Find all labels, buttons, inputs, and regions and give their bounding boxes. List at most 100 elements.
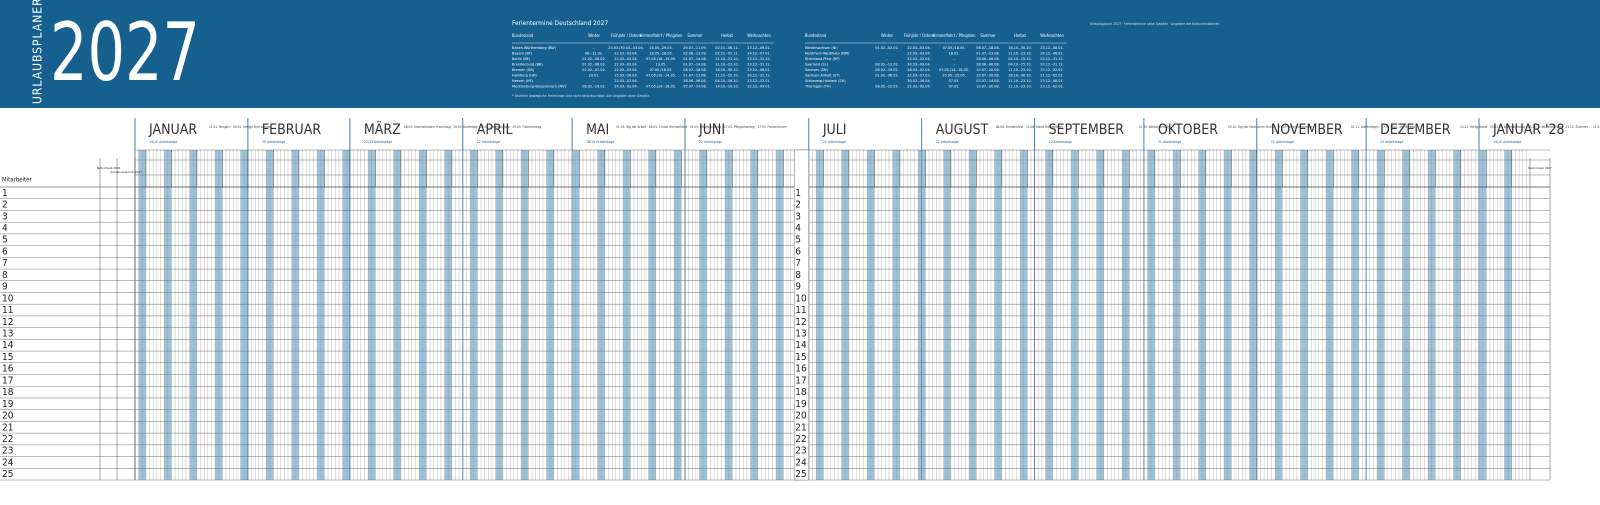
holiday-cell: – — [953, 56, 955, 61]
weekend-column — [1045, 150, 1050, 480]
month-days-note: 18/19 Arbeitstage — [586, 140, 614, 144]
row-number: 18 — [795, 387, 807, 398]
weekend-column — [896, 150, 900, 480]
holiday-cell: 30.03.–09.04. — [907, 62, 930, 67]
row-number: 25 — [795, 469, 806, 480]
row-number: 9 — [795, 282, 801, 293]
holiday-column-header: Frühjahr / Ostern — [904, 33, 934, 38]
row-number: 23 — [2, 446, 13, 457]
holiday-column-header: Winter — [588, 33, 600, 38]
holiday-cell: 01.02.–06.02. — [582, 62, 605, 67]
holiday-cell: 20.12.–31.12. — [747, 73, 770, 78]
weekend-column — [1125, 150, 1130, 480]
month-name: FEBRUAR — [262, 122, 321, 138]
weekend-column — [1198, 150, 1203, 480]
weekend-column — [626, 150, 631, 480]
weekend-column — [601, 150, 605, 480]
weekend-column — [368, 150, 372, 480]
weekend-column — [1482, 150, 1487, 480]
holiday-cell: 01.07.–14.08. — [683, 62, 706, 67]
weekend-column — [1224, 150, 1228, 480]
weekend-column — [1428, 150, 1432, 480]
holiday-cell: 04.10.–15.10. — [1008, 62, 1031, 67]
weekend-column — [1453, 150, 1458, 480]
holiday-cell: 22.03.–03.04. — [614, 51, 637, 56]
holiday-cell: 24.12.–06.01. — [1040, 51, 1063, 56]
row-number: 12 — [2, 317, 13, 328]
weekend-column — [1275, 150, 1279, 480]
month-holiday-note: 08.08. Friedensfest · 15.08. Mariä Himme… — [996, 125, 1064, 129]
holiday-cell: Niedersachsen (NI) — [805, 45, 838, 50]
weekend-column — [1351, 150, 1356, 480]
month-days-note: 19/20 Arbeitstage — [1493, 140, 1521, 144]
holiday-cell: 01.02.–02.02. — [875, 45, 898, 50]
holiday-cell: Bayern (BY) — [512, 51, 533, 56]
holiday-cell: 08.02.–19.02. — [582, 84, 605, 89]
weekend-column — [142, 150, 146, 480]
weekend-column — [750, 150, 755, 480]
month-days-note: 22 Arbeitstage — [1049, 140, 1072, 144]
row-number: 6 — [795, 246, 801, 257]
holiday-cell: 08.02.–12.02. — [875, 62, 898, 67]
weekend-column — [918, 150, 922, 480]
holiday-column-header: Bundesland — [512, 33, 533, 38]
weekend-column — [597, 150, 602, 480]
row-number: 13 — [2, 329, 13, 340]
holiday-cell: Sachsen (SN) — [805, 67, 828, 72]
month-days-note: 22 Arbeitstage — [936, 140, 959, 144]
weekend-column — [1096, 150, 1101, 480]
holiday-cell: 15.03.–26.03. — [614, 73, 637, 78]
holiday-cell: 01.07.–13.08. — [976, 51, 999, 56]
row-number: 24 — [2, 457, 14, 468]
weekend-column — [1300, 150, 1305, 480]
weekend-column — [1122, 150, 1126, 480]
weekend-column — [1431, 150, 1436, 480]
row-number: 19 — [795, 399, 807, 410]
month-holiday-note: 24.12. Heiligabend · 25.12. 1. Weihnacht… — [1460, 125, 1589, 129]
holiday-cell: 19.05. — [656, 62, 667, 67]
row-number: 14 — [2, 340, 14, 351]
weekend-column — [648, 150, 653, 480]
holiday-column-header: Herbst — [1014, 33, 1027, 38]
weekend-column — [1202, 150, 1206, 480]
weekend-column — [342, 150, 347, 480]
holiday-cell: 23.12.–02.01. — [1040, 67, 1063, 72]
month-days-note: 22/23 Arbeitstage — [364, 140, 392, 144]
holiday-cell: Thüringen (TH) — [805, 84, 831, 89]
holiday-cell: 08.02.–19.02. — [875, 67, 898, 72]
weekend-column — [1227, 150, 1232, 480]
holiday-cell: 07.05. — [949, 78, 960, 83]
claim-header: Urlaubs-anspruch 2027 — [110, 170, 142, 174]
holiday-cell: 28.06.–06.08. — [976, 56, 999, 61]
weekend-column — [470, 150, 474, 480]
row-number: 11 — [795, 305, 806, 316]
month-holiday-note: 20.09. Weltkindertag — [1139, 125, 1169, 129]
holiday-cell: 22.03.–03.04. — [614, 62, 637, 67]
weekend-column — [572, 150, 576, 480]
weekend-column — [164, 150, 168, 480]
holiday-cell: Schleswig-Holstein (SH) — [805, 78, 846, 83]
holiday-cell: 07.05./14.–18.05. — [646, 84, 676, 89]
weekend-column — [969, 150, 973, 480]
month-name: JANUAR — [148, 122, 197, 138]
holiday-cell: 23.12.–31.12. — [747, 56, 770, 61]
holiday-cell: 25.03./30.03.–03.04. — [608, 45, 643, 50]
holiday-cell: 10.07.–20.08. — [976, 73, 999, 78]
holiday-cell: 22.03.–02.04. — [907, 84, 930, 89]
weekend-column — [1504, 150, 1509, 480]
weekend-column — [1023, 150, 1028, 480]
weekend-column — [1457, 150, 1461, 480]
holiday-cell: – — [660, 78, 662, 83]
holiday-cell: 24.12.–07.01. — [747, 51, 770, 56]
holiday-cell: 04.10.–16.10. — [715, 78, 738, 83]
holiday-cell: 28.06.–06.08. — [976, 62, 999, 67]
weekend-column — [1326, 150, 1330, 480]
row-number: 12 — [795, 317, 806, 328]
holiday-cell: 11.10.–23.10. — [1008, 78, 1031, 83]
row-number: 19 — [2, 399, 14, 410]
weekend-column — [1249, 150, 1254, 480]
month-name: JULI — [822, 122, 847, 138]
imprint: Urlaubsplaner 2027 · Ferientermine ohne … — [1090, 22, 1220, 26]
weekend-column — [816, 150, 820, 480]
holiday-cell: 11.10.–23.10. — [1008, 67, 1031, 72]
